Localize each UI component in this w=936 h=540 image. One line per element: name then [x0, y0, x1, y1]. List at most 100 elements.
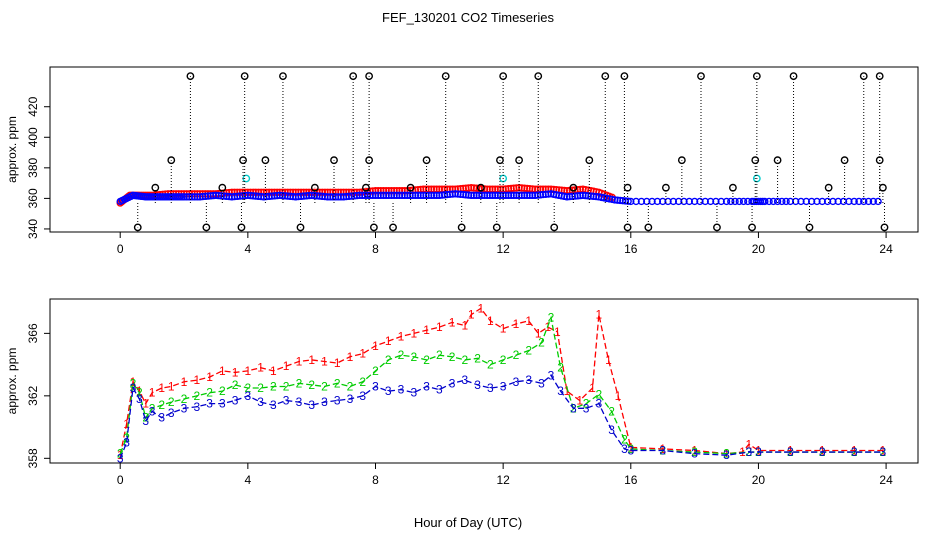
series-3-marker: 3	[359, 389, 366, 403]
series-3-marker: 3	[436, 383, 443, 397]
series-3-marker: 3	[181, 401, 188, 415]
series-3-marker: 3	[410, 386, 417, 400]
series-baseline-3-point	[778, 197, 786, 206]
series-3-marker: 3	[219, 397, 226, 411]
series-2-marker: 2	[321, 379, 328, 393]
series-1-marker: 1	[219, 364, 226, 378]
series-baseline-3-point	[864, 197, 873, 206]
series-spikes-low-point	[362, 183, 370, 192]
series-2-marker: 2	[283, 379, 290, 393]
series-spikes-drop-point	[202, 223, 211, 232]
series-baseline-3-point	[731, 197, 739, 206]
series-spikes-drop-point	[644, 223, 653, 232]
series-1-marker: 1	[487, 314, 494, 328]
series-2-marker: 2	[723, 447, 730, 461]
series-spikes-high-point	[349, 72, 358, 81]
series-1-marker: 1	[296, 354, 303, 368]
series-1-marker: 1	[554, 325, 561, 339]
series-spikes-drop-point	[748, 223, 756, 232]
series-baseline-3-point	[782, 197, 790, 206]
series-1-marker: 1	[589, 381, 596, 395]
series-3-marker: 3	[583, 401, 590, 415]
series-2-marker: 2	[410, 350, 417, 364]
series-spikes-mid-point	[496, 156, 504, 165]
plot-frame	[49, 298, 919, 464]
x-tick-label: 8	[372, 242, 379, 256]
series-2-marker: 2	[181, 392, 188, 406]
series-spikes-drop-point	[713, 223, 721, 232]
series-1-marker: 1	[136, 384, 143, 398]
series-2-marker: 2	[117, 447, 124, 461]
series-1-marker: 1	[462, 319, 469, 333]
series-3-marker: 3	[548, 369, 555, 383]
series-2-marker: 2	[347, 379, 354, 393]
series-1-marker: 1	[158, 381, 165, 395]
series-1-marker: 1	[359, 347, 366, 361]
series-1-marker: 1	[410, 326, 417, 340]
series-3-marker: 3	[691, 447, 698, 461]
series-2-marker: 2	[136, 386, 143, 400]
series-3-marker: 3	[123, 436, 130, 450]
series-1-marker: 1	[149, 386, 156, 400]
series-spikes-mid-point	[751, 156, 760, 165]
series-baseline-3-point	[769, 197, 778, 206]
y-tick-label: 380	[26, 158, 40, 178]
series-1-marker: 1	[168, 379, 175, 393]
series-spikes-high-point	[365, 72, 374, 81]
series-2-marker: 2	[462, 353, 469, 367]
series-spikes-mid-point	[677, 156, 686, 165]
series-spikes-high-point	[499, 72, 508, 81]
series-spikes-low-point	[878, 183, 887, 192]
series-1-marker: 1	[851, 444, 858, 458]
x-tick-label: 24	[879, 473, 893, 487]
series-2-marker: 2	[359, 375, 366, 389]
series-1-marker: 1	[564, 384, 571, 398]
series-3-marker: 3	[308, 398, 315, 412]
series-1-marker: 1	[477, 301, 484, 315]
x-tick-label: 4	[245, 242, 252, 256]
series-spikes-low-point	[824, 183, 833, 192]
series-3-marker: 3	[142, 414, 149, 428]
series-2-marker: 2	[245, 381, 252, 395]
series-1-marker: 1	[615, 389, 622, 403]
series-baseline-3-point	[739, 197, 748, 206]
series-spikes-low-point	[729, 183, 737, 192]
series-2-marker: 2	[583, 397, 590, 411]
series-spikes-low-point	[476, 183, 485, 192]
x-tick-label: 24	[879, 242, 893, 256]
plot-area	[116, 72, 889, 232]
series-1-marker: 1	[372, 339, 379, 353]
series-2-marker: 2	[436, 348, 443, 362]
y-axis-label: approx. ppm	[5, 116, 19, 183]
series-1-marker: 1	[321, 354, 328, 368]
top-panel: 0 4 8 12 16 20 24 340 360 380 400 420 approx. ppm	[5, 66, 919, 256]
series-3-marker: 3	[193, 400, 200, 414]
series-1-marker: 1	[123, 417, 130, 431]
series-1-marker: 1	[576, 394, 583, 408]
series-3-marker: 3	[136, 392, 143, 406]
y-tick-label: 400	[26, 127, 40, 147]
series-3-marker: 3	[232, 394, 239, 408]
series-2-marker: 2	[525, 344, 532, 358]
series-spikes-drop-point	[133, 223, 142, 232]
series-1-marker: 1	[691, 444, 698, 458]
series-baseline-3-point	[765, 197, 773, 206]
y-tick-label: 360	[26, 188, 40, 208]
series-spikes-drop-point	[296, 223, 305, 232]
series-1-marker: 1	[334, 356, 341, 370]
series-2-marker: 2	[206, 386, 213, 400]
series-1-marker: 1	[819, 444, 826, 458]
series-baseline-3-point	[860, 197, 868, 206]
series-3-marker: 3	[851, 445, 858, 459]
series-2-marker: 2	[219, 384, 226, 398]
series-3-marker: 3	[130, 381, 137, 395]
series-spikes-mid-point	[365, 156, 374, 165]
series-1-marker: 1	[525, 314, 532, 328]
series-2-marker: 2	[627, 442, 634, 456]
series-spikes-low-point	[151, 183, 160, 192]
series-2-marker: 2	[500, 353, 507, 367]
series-2-marker: 2	[449, 350, 456, 364]
series-baseline-3-point	[855, 197, 863, 206]
series-spikes-high-point	[697, 72, 705, 81]
series-2-marker: 2	[423, 353, 430, 367]
